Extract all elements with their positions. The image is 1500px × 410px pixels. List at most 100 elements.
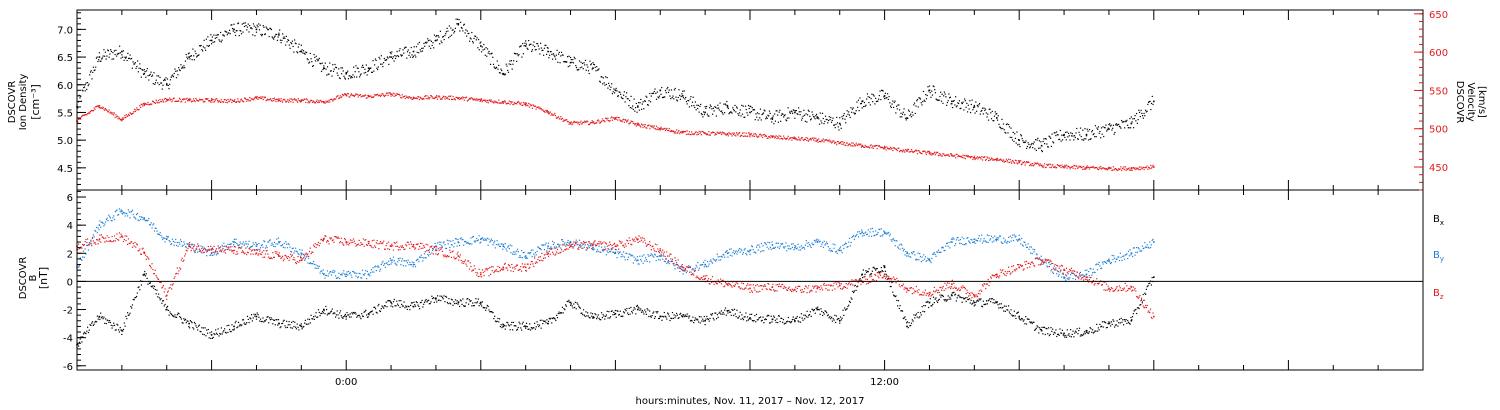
b-field-bx-sample <box>416 301 418 304</box>
b-field-bx-sample <box>946 300 948 302</box>
b-field-by-sample <box>545 242 547 244</box>
density-velocity-velocity-sample <box>1010 161 1012 163</box>
density-velocity-velocity-sample <box>547 112 549 114</box>
density-velocity-ion-density-sample <box>956 105 958 107</box>
density-velocity-ion-density-sample <box>1061 139 1064 141</box>
density-velocity-ion-density-sample <box>394 57 397 60</box>
b-field-bx-sample <box>187 320 189 322</box>
density-velocity-velocity-sample <box>858 143 860 145</box>
b-field-bx-sample <box>286 320 288 322</box>
density-velocity-ion-density-sample <box>371 71 373 73</box>
b-field-bx-sample <box>693 322 695 324</box>
b-field-bx-sample <box>556 317 559 319</box>
b-field-bx-sample <box>357 314 360 317</box>
density-velocity-velocity-sample <box>827 140 830 142</box>
b-field-bx-sample <box>796 316 798 318</box>
density-velocity-velocity-sample <box>116 116 118 118</box>
density-velocity-ion-density-sample <box>823 123 825 125</box>
b-field-bx-sample <box>437 299 439 302</box>
b-field-bx-sample <box>402 305 404 307</box>
density-velocity-velocity-sample <box>469 98 471 100</box>
b-field-bx-sample <box>319 315 321 317</box>
b-field-by-sample <box>174 241 176 243</box>
density-velocity-velocity-sample <box>144 102 146 104</box>
density-velocity-ion-density-sample <box>965 106 967 108</box>
b-field-by-sample <box>339 277 341 280</box>
density-velocity-ion-density-sample <box>972 107 975 109</box>
density-velocity-ion-density-sample <box>935 98 937 100</box>
b-field-by-sample <box>237 244 240 247</box>
density-velocity-velocity-sample <box>98 106 100 108</box>
b-field-bx-sample <box>215 329 217 331</box>
b-field-bx-sample <box>780 317 782 319</box>
b-field-bx-sample <box>136 292 138 294</box>
density-velocity-ion-density-point <box>233 28 235 31</box>
density-velocity-velocity-sample <box>965 155 967 157</box>
density-velocity-velocity-sample <box>264 96 267 98</box>
density-velocity-ion-density-sample <box>187 53 190 55</box>
density-velocity-ion-density-sample <box>90 70 92 72</box>
density-velocity-ion-density-sample <box>703 111 705 113</box>
density-velocity-ion-density-sample <box>922 100 924 103</box>
density-velocity-ion-density-sample <box>335 66 337 68</box>
b-field-bx-point <box>345 315 347 318</box>
b-field-bx-sample <box>598 317 600 319</box>
density-velocity-velocity-sample <box>202 101 204 103</box>
density-velocity-ion-density-sample <box>851 111 853 113</box>
density-velocity-ion-density-sample <box>867 96 869 98</box>
density-velocity-velocity-sample <box>922 150 924 153</box>
b-field-bx-sample <box>302 326 304 328</box>
b-field-bx-sample <box>1104 321 1106 323</box>
b-field-bx-sample <box>1127 319 1129 322</box>
density-velocity-ion-density-sample <box>599 80 601 82</box>
density-velocity-velocity-sample <box>849 143 851 146</box>
density-velocity-velocity-sample <box>515 102 517 104</box>
b-field-bx-sample <box>296 323 298 325</box>
density-velocity-ion-density-sample <box>674 87 676 90</box>
density-velocity-ion-density-sample <box>581 66 583 68</box>
density-velocity-velocity-sample <box>917 149 919 152</box>
b-field-bx-sample <box>188 327 191 329</box>
density-velocity-velocity-sample <box>282 99 284 101</box>
density-velocity-velocity-sample <box>688 131 691 133</box>
density-velocity-ion-density-sample <box>361 66 363 68</box>
density-velocity-velocity-sample <box>153 101 155 104</box>
density-velocity-ion-density-sample <box>264 33 266 36</box>
b-field-bx-sample <box>1001 307 1003 309</box>
density-velocity-velocity-sample <box>407 97 409 99</box>
b-field-bx-sample <box>914 317 916 319</box>
density-velocity-ion-density-sample <box>819 112 821 114</box>
density-velocity-ion-density-sample <box>468 40 471 42</box>
density-velocity-velocity-sample <box>343 94 345 96</box>
density-velocity-velocity-sample <box>1133 166 1135 169</box>
b-field-bx-sample <box>498 318 501 320</box>
density-velocity-velocity-sample <box>1109 167 1112 169</box>
density-velocity-ion-density-sample <box>717 104 719 106</box>
density-velocity-ion-density-sample <box>749 105 751 107</box>
b-field-bx-sample <box>154 288 156 291</box>
density-velocity-ion-density-sample <box>1077 138 1079 140</box>
density-velocity-velocity-sample <box>416 98 418 100</box>
b-field-bx-sample <box>1088 331 1090 333</box>
density-velocity-velocity-sample <box>1145 167 1147 169</box>
b-field-bx-sample <box>340 315 342 317</box>
density-velocity-velocity-sample <box>926 151 928 153</box>
b-field-bx-sample <box>682 314 684 316</box>
density-velocity-ion-density-point <box>838 122 841 125</box>
density-velocity-velocity-sample <box>570 121 572 123</box>
density-velocity-velocity-sample <box>586 120 588 122</box>
b-field-bx-sample <box>267 316 269 318</box>
density-velocity-ion-density-sample <box>190 55 193 57</box>
density-velocity-velocity-sample <box>1074 168 1076 170</box>
density-velocity-velocity-sample <box>576 121 578 123</box>
density-velocity-ion-density-sample <box>772 115 774 117</box>
b-field-bx-sample <box>994 302 996 304</box>
density-velocity-ion-density-sample <box>321 62 323 64</box>
density-velocity-ion-density-sample <box>584 59 587 61</box>
b-field-by-sample <box>80 258 82 261</box>
density-velocity-ion-density-sample <box>148 74 151 76</box>
density-velocity-ion-density-sample <box>1038 140 1040 142</box>
density-velocity-ion-density-sample <box>649 101 652 103</box>
b-field-bx-sample <box>715 318 718 320</box>
density-velocity-velocity-sample <box>583 121 585 123</box>
